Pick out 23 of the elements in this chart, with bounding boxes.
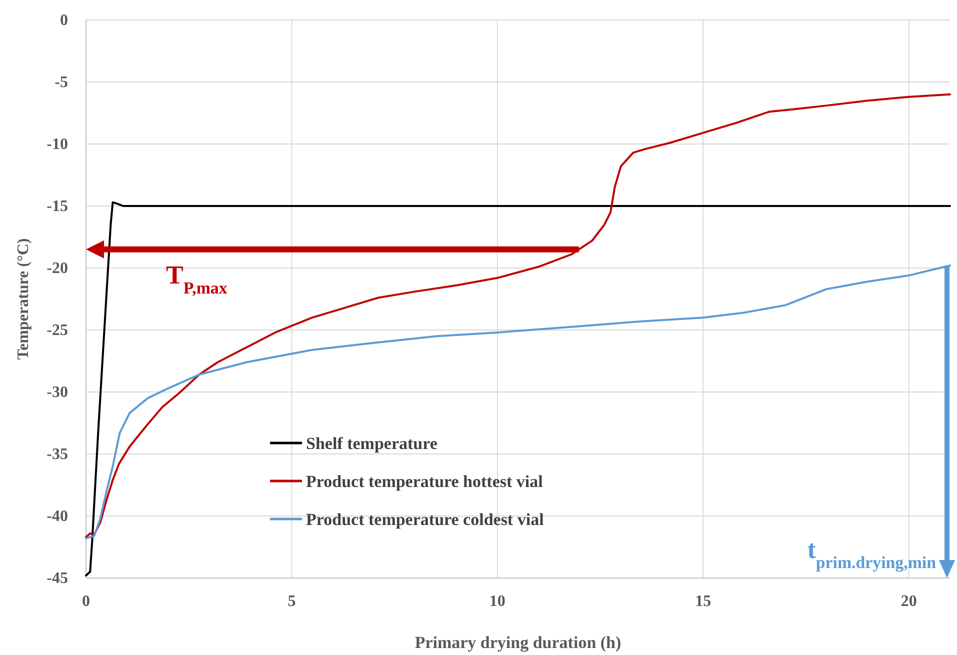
legend-label: Product temperature coldest vial: [306, 510, 544, 529]
ref-line-label: t$_{prim.drying,min}$: [807, 535, 937, 572]
x-tick-label: 10: [489, 593, 506, 610]
x-tick-label: 5: [288, 593, 296, 610]
y-tick-label: -30: [46, 384, 68, 401]
y-tick-label: -10: [46, 136, 68, 153]
y-tick-label: 0: [60, 12, 68, 29]
y-tick-label: -15: [46, 198, 68, 215]
y-tick-label: -35: [46, 446, 68, 463]
y-tick-label: -25: [46, 322, 68, 339]
y-tick-label: -20: [46, 260, 68, 277]
line-series: [85, 93, 951, 538]
ref-line-label: T$_{P,max}$: [166, 260, 228, 297]
x-tick-label: 20: [900, 593, 917, 610]
legend-label: Product temperature hottest vial: [306, 472, 544, 491]
y-tick-label: -5: [54, 74, 68, 91]
y-tick-label: -45: [46, 570, 68, 587]
y-axis-title: Temperature (°C): [15, 238, 32, 360]
x-axis-title: Primary drying duration (h): [414, 633, 622, 652]
y-tick-label: -40: [46, 508, 68, 525]
x-tick-label: 0: [82, 593, 90, 610]
x-tick-label: 15: [695, 593, 712, 610]
legend-label: Shelf temperature: [306, 434, 438, 453]
